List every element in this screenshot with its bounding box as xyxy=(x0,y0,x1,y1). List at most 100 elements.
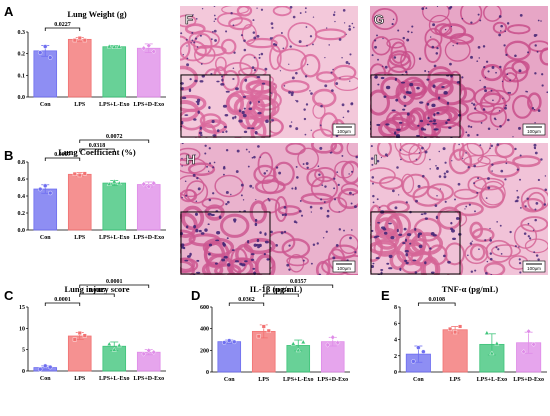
p-value-label: 0.0001 xyxy=(106,279,123,285)
significance-bracket xyxy=(44,157,81,161)
micrograph-inset xyxy=(370,66,468,138)
data-point xyxy=(261,324,266,329)
p-value-label: 0.0227 xyxy=(54,22,71,28)
data-point xyxy=(82,38,87,43)
data-point xyxy=(48,364,53,370)
significance-bracket xyxy=(228,302,265,306)
category-label: LPS+L-Exo xyxy=(283,377,313,383)
data-point xyxy=(106,43,112,49)
data-point xyxy=(526,328,532,335)
y-tick-label: 0.0 xyxy=(18,95,26,101)
data-point xyxy=(38,50,43,55)
data-point xyxy=(48,55,53,60)
y-tick-label: 4 xyxy=(394,338,397,344)
data-point xyxy=(448,326,453,331)
data-point xyxy=(38,186,43,192)
scale-bar-label: 100μm xyxy=(527,266,541,271)
data-point xyxy=(82,333,87,338)
panel-letter: D xyxy=(191,288,200,303)
data-point xyxy=(325,342,331,348)
y-tick-label: 200 xyxy=(200,348,209,354)
category-label: Con xyxy=(224,377,235,383)
significance-bracket xyxy=(44,302,81,306)
y-tick-label: 0.6 xyxy=(18,177,26,183)
scale-bar-label: 100μm xyxy=(337,266,351,271)
y-tick-label: 0.0 xyxy=(18,228,26,234)
significance-bracket xyxy=(417,302,456,306)
y-tick-label: 400 xyxy=(200,327,209,333)
p-value-label: 0.0362 xyxy=(238,297,255,303)
y-tick-label: 0.8 xyxy=(18,160,26,166)
data-point xyxy=(141,181,147,187)
p-value-label: 0.0054 xyxy=(273,288,290,294)
y-tick-label: 0.2 xyxy=(18,211,26,217)
micrograph-inset xyxy=(370,206,466,275)
bar-con xyxy=(33,188,58,231)
data-point xyxy=(111,44,117,49)
data-point xyxy=(151,180,157,186)
chart-panel-b: B Lung Coefficient (%) 0.0 0.2 0.4 0.6 0.8 Con L… xyxy=(4,134,166,241)
data-point xyxy=(458,324,463,329)
panel-letter: B xyxy=(4,148,13,163)
micrograph-inset xyxy=(180,200,276,275)
data-point xyxy=(111,178,117,184)
data-point xyxy=(300,339,306,345)
data-point xyxy=(521,348,527,355)
data-point xyxy=(489,350,495,356)
bar-con xyxy=(33,50,58,98)
y-tick-label: 0.1 xyxy=(18,73,26,79)
significance-bracket xyxy=(263,284,334,288)
y-tick-label: 0 xyxy=(394,370,397,376)
data-point xyxy=(141,45,147,51)
data-point xyxy=(43,363,48,369)
y-tick-label: 600 xyxy=(200,305,209,311)
data-point xyxy=(416,345,421,350)
p-value-label: 0.0072 xyxy=(106,134,123,140)
data-point xyxy=(330,334,336,341)
bar-con xyxy=(217,341,242,373)
data-point xyxy=(531,341,537,348)
chart-panel-e: E TNF-α (pg/mL) 0 2 4 6 8 Con LPS LPS+L-Exo LPS+D-… xyxy=(381,284,547,383)
scale-bar: 100μm xyxy=(332,260,356,273)
panel-letter: E xyxy=(381,288,390,303)
scale-bar: 100μm xyxy=(522,260,546,273)
chart-panel-c: C Lung injury score 0 5 10 15 Con LPS LPS+L-Exo L… xyxy=(4,279,166,382)
y-tick-label: 0.2 xyxy=(18,52,26,58)
data-point xyxy=(411,359,416,364)
data-point xyxy=(43,44,48,49)
data-point xyxy=(106,341,112,346)
data-point xyxy=(77,173,82,178)
data-point xyxy=(146,347,152,354)
y-tick-label: 6 xyxy=(394,321,397,327)
panel-letter: C xyxy=(4,288,14,303)
category-label: LPS+L-Exo xyxy=(99,102,129,108)
bar-lps xyxy=(67,335,92,372)
y-tick-label: 10 xyxy=(19,326,25,332)
y-tick-label: 15 xyxy=(19,305,25,311)
data-point xyxy=(335,340,341,346)
category-label: LPS xyxy=(74,235,86,241)
panel-letter: I xyxy=(374,152,378,167)
category-label: Con xyxy=(413,377,424,383)
bar-lps xyxy=(67,38,92,98)
significance-bracket xyxy=(79,284,150,288)
data-point xyxy=(141,351,147,357)
data-point xyxy=(146,42,152,49)
y-tick-label: 5 xyxy=(22,348,25,354)
category-label: LPS xyxy=(258,377,270,383)
significance-bracket xyxy=(79,293,115,297)
p-value-label: 0.0007 xyxy=(54,152,71,158)
category-label: Con xyxy=(40,102,51,108)
category-label: LPS xyxy=(74,376,86,382)
category-label: LPS+L-Exo xyxy=(477,377,507,383)
panel-letter: G xyxy=(374,12,384,27)
data-point xyxy=(82,171,87,176)
data-point xyxy=(266,328,271,333)
y-tick-label: 2 xyxy=(394,354,397,360)
panel-letter: H xyxy=(186,152,195,167)
bar-lps xyxy=(442,329,468,373)
chart-title: IL-1β (pg/mL) xyxy=(250,284,303,294)
category-label: Con xyxy=(40,235,51,241)
category-label: LPS+D-Exo xyxy=(317,377,348,383)
